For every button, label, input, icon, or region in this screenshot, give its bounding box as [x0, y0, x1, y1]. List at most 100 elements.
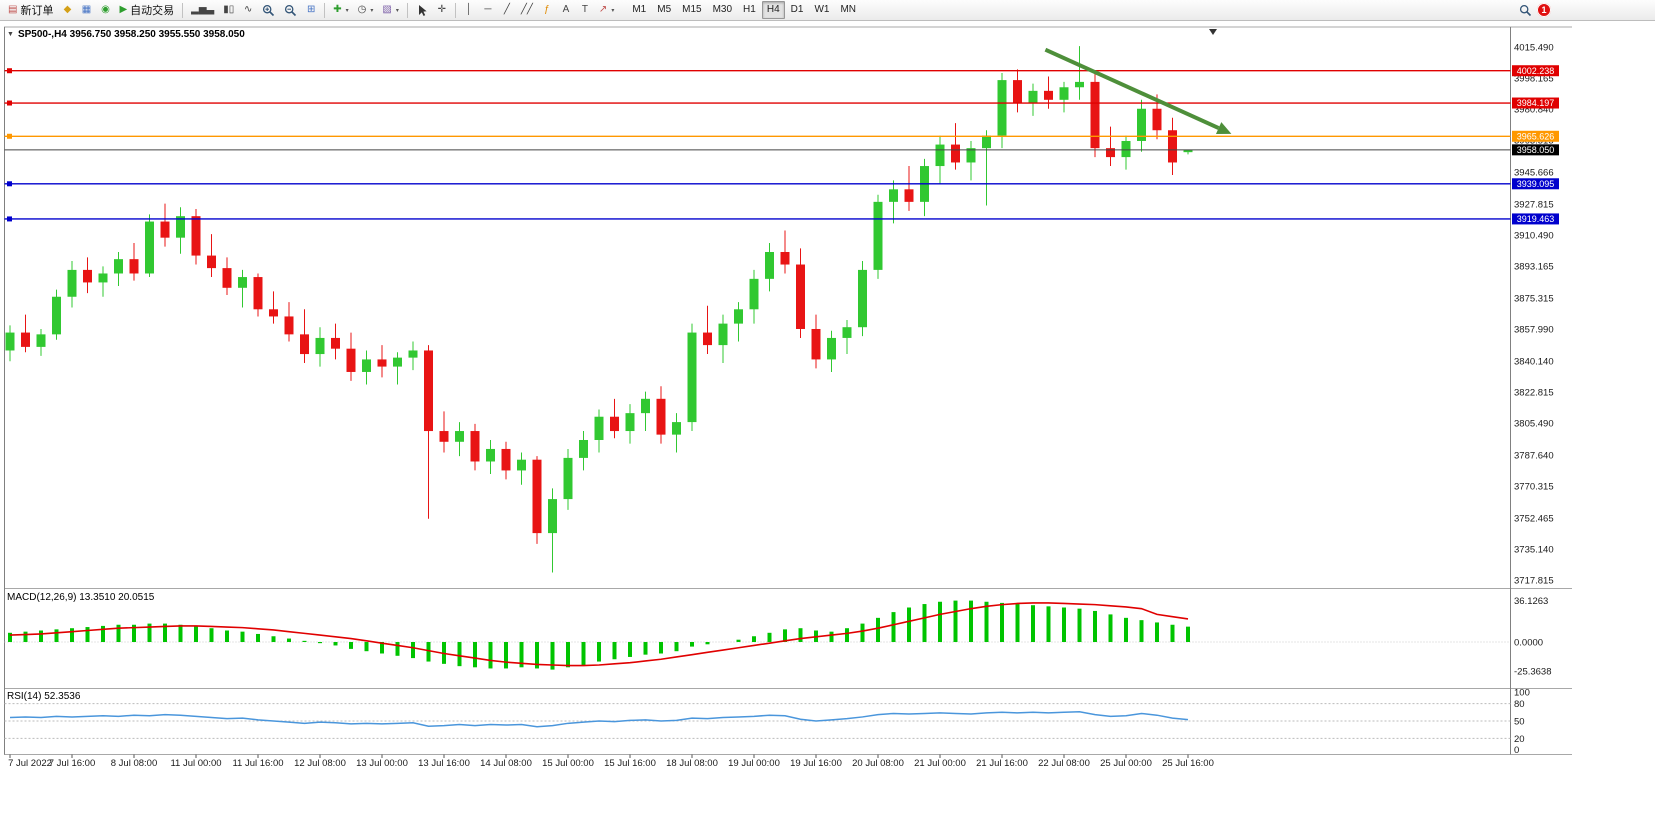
candle-body-down — [951, 144, 960, 163]
periods-button[interactable]: ◷ ▾ — [354, 2, 378, 19]
line-anchor-handle[interactable] — [7, 100, 12, 106]
timeframe-button-m30[interactable]: M30 — [712, 4, 733, 15]
price-badge-label: 3958.050 — [1517, 145, 1555, 155]
tile-windows-button[interactable]: ⊞ — [302, 2, 320, 19]
candle-body-up — [1137, 108, 1146, 141]
line-anchor-handle[interactable] — [7, 216, 12, 222]
candle-body-up — [873, 201, 883, 270]
timeframe-button-m15[interactable]: M15 — [682, 4, 702, 15]
label-tool-button[interactable]: T — [576, 2, 594, 19]
zoom-in-button[interactable] — [258, 2, 279, 19]
axis-tick-label: 3893.165 — [1514, 262, 1554, 273]
chart-frame — [4, 26, 1572, 755]
trend-arrow[interactable] — [1044, 47, 1220, 130]
candle-body-down — [610, 416, 619, 432]
text-tool-button[interactable]: A — [557, 2, 575, 19]
notification-badge[interactable]: 1 — [1537, 3, 1551, 17]
arrows-tool-button[interactable]: ↗ ▾ — [595, 2, 618, 19]
timeframe-button-h1[interactable]: H1 — [743, 4, 756, 15]
candle-body-up — [827, 337, 836, 360]
timeframe-button-mn[interactable]: MN — [840, 4, 856, 15]
line-chart-button[interactable]: ∿ — [239, 2, 257, 19]
line-anchor-handle[interactable] — [7, 133, 12, 139]
timeframe-button-w1[interactable]: W1 — [814, 4, 830, 15]
candle-body-down — [811, 328, 821, 360]
time-tick-label: 13 Jul 00:00 — [356, 758, 408, 769]
axis-tick-label: 36.1263 — [1514, 596, 1548, 607]
new-order-label: 新订单 — [20, 5, 54, 17]
timeframe-button-h4[interactable]: H4 — [761, 1, 785, 19]
axis-tick-label: -25.3638 — [1514, 667, 1552, 678]
channel-tool-button[interactable]: ╱╱ — [517, 2, 537, 19]
crosshair-tool-button[interactable]: ✛ — [433, 2, 451, 19]
candlestick-series[interactable] — [5, 46, 1193, 573]
time-tick-label: 22 Jul 08:00 — [1038, 758, 1090, 769]
candle-body-up — [563, 457, 573, 500]
candle-body-down — [1013, 80, 1022, 104]
candle-body-down — [1168, 130, 1177, 163]
candlestick-chart-button[interactable]: ▮▯ — [219, 2, 238, 19]
trend-arrow-head[interactable] — [1215, 122, 1232, 134]
macd-panel[interactable]: 36.1263 0.0000 -25.3638 — [4, 596, 1552, 678]
axis-tick-label: 50 — [1514, 717, 1525, 728]
autotrading-button[interactable]: ▶ 自动交易 — [115, 2, 178, 19]
candle-body-down — [1106, 148, 1115, 158]
templates-button[interactable]: ▧ ▾ — [378, 2, 402, 19]
axis-tick-label: 3945.666 — [1514, 168, 1554, 179]
new-order-button[interactable]: ▤ 新订单 — [4, 2, 57, 19]
new-chart-button[interactable]: ▦ — [77, 2, 95, 19]
candle-body-up — [641, 398, 650, 414]
bar-chart-button[interactable]: ▂▅▃ — [187, 2, 218, 19]
time-tick-label: 14 Jul 08:00 — [480, 758, 532, 769]
time-tick-label: 7 Jul 2022 — [8, 758, 52, 769]
trendline-tool-button[interactable]: ╱ — [498, 2, 516, 19]
price-badge-label: 3984.197 — [1517, 98, 1555, 108]
line-anchor-handle[interactable] — [7, 68, 12, 74]
time-tick-label: 12 Jul 08:00 — [294, 758, 346, 769]
axis-tick-label: 3910.490 — [1514, 231, 1554, 242]
add-indicator-icon: ✚ — [333, 4, 342, 15]
candle-body-down — [532, 459, 542, 534]
vertical-line-tool-button[interactable]: │ — [460, 2, 478, 19]
timeframe-button-d1[interactable]: D1 — [790, 4, 804, 15]
axis-tick-label: 3805.490 — [1514, 419, 1554, 430]
candle-body-up — [455, 431, 464, 442]
main-toolbar: ▤ 新订单 ◆ ▦ ◉ ▶ 自动交易 ▂▅▃ ▮▯ ∿ — [0, 0, 1655, 21]
indicators-button[interactable]: ✚ ▾ — [329, 2, 352, 19]
timeframe-button-m1[interactable]: M1 — [632, 4, 647, 15]
cursor-icon — [418, 4, 427, 16]
fibonacci-tool-button[interactable]: ƒ — [538, 2, 556, 19]
horizontal-line-tool-button[interactable]: ─ — [479, 2, 497, 19]
candle-body-down — [269, 309, 278, 317]
candle-body-down — [703, 332, 712, 346]
candle-body-down — [207, 255, 216, 269]
profiles-button[interactable]: ◉ — [96, 2, 114, 19]
axis-tick-label: 100 — [1514, 688, 1530, 699]
chevron-down-icon: ▾ — [370, 7, 374, 14]
candle-body-down — [470, 431, 480, 462]
price-axis[interactable]: 4015.4903998.1653980.8403963.5153945.666… — [1514, 43, 1554, 587]
candle-body-down — [1044, 90, 1053, 100]
search-button[interactable] — [1515, 2, 1536, 19]
axis-tick-label: 0.0000 — [1514, 638, 1543, 649]
price-badge: 3965.626 — [1512, 130, 1559, 142]
metaeditor-button[interactable]: ◆ — [58, 2, 76, 19]
zoom-out-button[interactable] — [280, 2, 301, 19]
axis-tick-label: 3840.140 — [1514, 356, 1554, 367]
axis-tick-label: 3927.815 — [1514, 199, 1554, 210]
candle-body-up — [749, 278, 759, 310]
zoom-in-icon — [263, 4, 275, 16]
axis-tick-label: 3735.140 — [1514, 544, 1554, 555]
candle-body-up — [486, 448, 495, 462]
timeframe-button-m5[interactable]: M5 — [657, 4, 672, 15]
axis-tick-label: 4015.490 — [1514, 43, 1554, 54]
cursor-tool-button[interactable] — [412, 2, 432, 19]
candle-body-up — [1028, 90, 1038, 104]
line-anchor-handle[interactable] — [7, 181, 12, 187]
chart-shift-marker[interactable] — [1209, 29, 1217, 35]
price-badge: 3939.095 — [1512, 178, 1559, 190]
